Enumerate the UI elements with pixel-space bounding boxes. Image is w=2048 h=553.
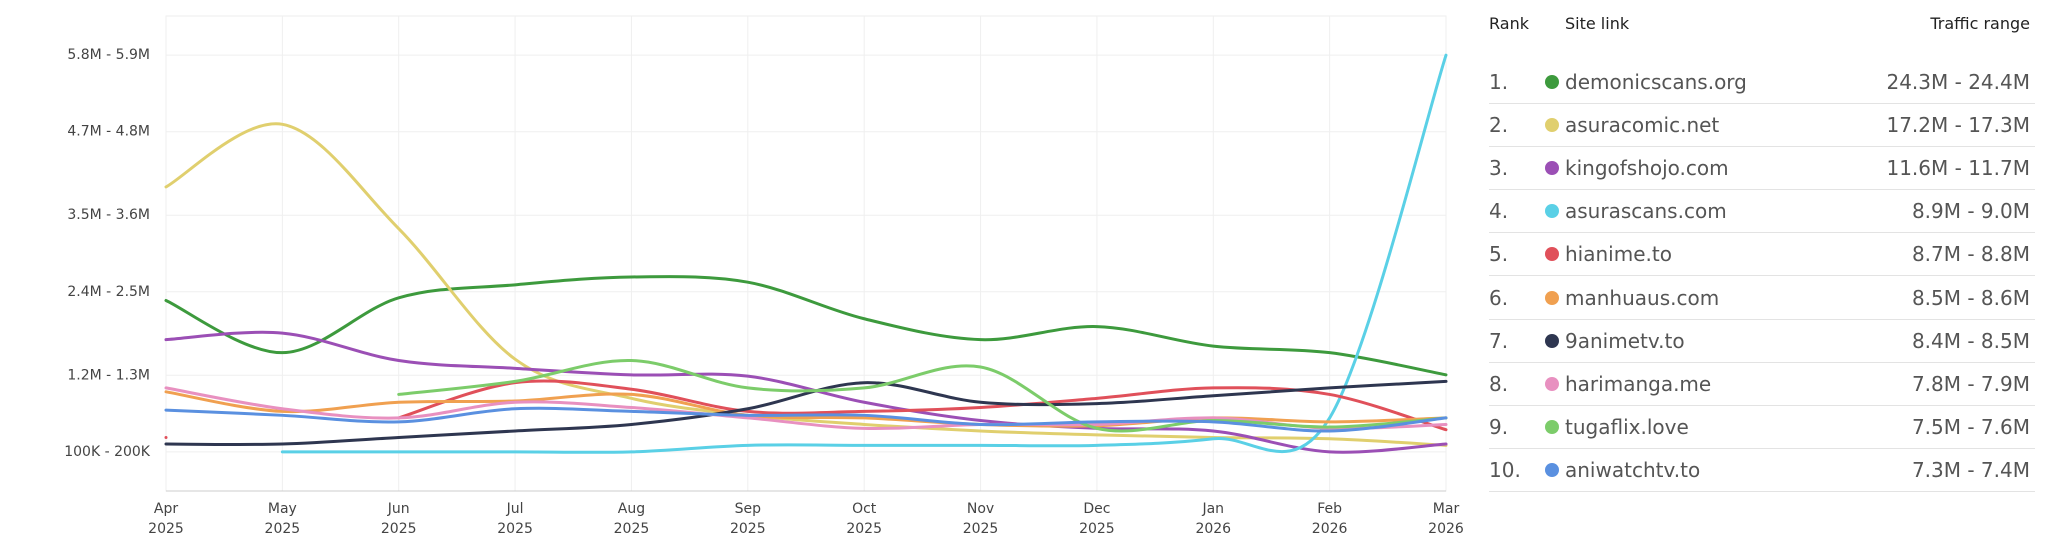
legend-swatch bbox=[1545, 161, 1559, 176]
legend-swatch bbox=[1545, 462, 1559, 477]
x-tick-label: Sep 2025 bbox=[729, 501, 766, 537]
table-row: 3. kingofshojo.com 11.6M - 11.7M bbox=[1489, 146, 2035, 191]
traffic-range: 7.5M - 7.6M bbox=[1911, 414, 2030, 439]
table-row: 1. demonicscans.org 24.3M - 24.4M bbox=[1489, 60, 2035, 104]
table-row: 4. asurascans.com 8.9M - 9.0M bbox=[1489, 189, 2035, 234]
x-tick-label: Jun 2025 bbox=[380, 501, 417, 537]
rank: 5. bbox=[1489, 242, 1509, 267]
header-site: Site link bbox=[1565, 14, 1630, 33]
x-tick-label: May 2025 bbox=[264, 501, 301, 537]
series-line bbox=[164, 386, 1448, 431]
legend-swatch bbox=[1545, 247, 1559, 262]
series-line bbox=[164, 379, 1448, 439]
rank: 10. bbox=[1489, 457, 1521, 482]
x-tick-label: Feb 2026 bbox=[1311, 501, 1348, 537]
traffic-range: 8.4M - 8.5M bbox=[1911, 328, 2030, 353]
table-row: 6. manhuaus.com 8.5M - 8.6M bbox=[1489, 276, 2035, 320]
rank: 7. bbox=[1489, 328, 1509, 353]
traffic-range: 24.3M - 24.4M bbox=[1886, 70, 2030, 94]
site-name: tugaflix.love bbox=[1565, 414, 1689, 439]
series-line bbox=[397, 359, 1448, 433]
rank: 2. bbox=[1489, 113, 1509, 138]
site-name: asuracomic.net bbox=[1565, 113, 1720, 138]
legend-swatch bbox=[1545, 333, 1559, 348]
header-traffic: Traffic range bbox=[1930, 14, 2030, 33]
traffic-range: 8.9M - 9.0M bbox=[1911, 199, 2030, 224]
table-row: 2. asuracomic.net 17.2M - 17.3M bbox=[1489, 103, 2035, 148]
legend-swatch bbox=[1545, 75, 1559, 89]
traffic-range: 8.7M - 8.8M bbox=[1911, 242, 2030, 267]
table-row: 8. harimanga.me 7.8M - 7.9M bbox=[1489, 362, 2035, 406]
series-line bbox=[164, 275, 1448, 377]
site-name: asurascans.com bbox=[1565, 199, 1727, 224]
y-tick-label: 5.8M - 5.9M bbox=[67, 47, 150, 63]
table-row: 10. aniwatchtv.to 7.3M - 7.4M bbox=[1489, 448, 2035, 492]
site-name: 9animetv.to bbox=[1565, 328, 1685, 353]
rank: 1. bbox=[1489, 70, 1509, 94]
site-name: harimanga.me bbox=[1565, 371, 1712, 396]
table-row: 5. hianime.to 8.7M - 8.8M bbox=[1489, 232, 2035, 277]
x-tick-label: Dec 2025 bbox=[1079, 501, 1115, 537]
rank: 9. bbox=[1489, 414, 1509, 439]
x-tick-label: Jan 2026 bbox=[1195, 501, 1232, 537]
legend-swatch bbox=[1545, 118, 1559, 133]
rank: 8. bbox=[1489, 371, 1509, 396]
site-name: hianime.to bbox=[1565, 242, 1672, 267]
site-name: aniwatchtv.to bbox=[1565, 457, 1701, 482]
series-line bbox=[164, 122, 1448, 447]
x-tick-label: Mar 2026 bbox=[1428, 501, 1464, 537]
y-tick-label: 1.2M - 1.3M bbox=[67, 367, 150, 383]
series-line bbox=[164, 330, 1448, 454]
traffic-range: 7.3M - 7.4M bbox=[1911, 457, 2030, 482]
chart: 100K - 200K 1.2M - 1.3M 2.4M - 2.5M 3.5M - … bbox=[64, 15, 1448, 492]
table-row: 9. tugaflix.love 7.5M - 7.6M bbox=[1489, 405, 2035, 449]
traffic-range: 17.2M - 17.3M bbox=[1886, 113, 2030, 138]
traffic-range: 11.6M - 11.7M bbox=[1886, 156, 2030, 181]
traffic-range: 8.5M - 8.6M bbox=[1911, 285, 2030, 310]
legend-swatch bbox=[1545, 290, 1559, 305]
legend-swatch bbox=[1545, 376, 1559, 391]
series-line bbox=[164, 406, 1448, 433]
legend-swatch bbox=[1545, 204, 1559, 219]
x-tick-label: Jul 2025 bbox=[497, 501, 533, 537]
legend-swatch bbox=[1545, 419, 1559, 434]
site-name: demonicscans.org bbox=[1565, 70, 1747, 94]
y-tick-label: 2.4M - 2.5M bbox=[67, 284, 150, 300]
header-rank: Rank bbox=[1489, 14, 1529, 33]
y-tick-label: 100K - 200K bbox=[64, 444, 151, 460]
site-name: manhuaus.com bbox=[1565, 285, 1720, 310]
series-line bbox=[164, 379, 1448, 447]
rank: 3. bbox=[1489, 156, 1509, 181]
x-tick-label: Apr 2025 bbox=[148, 501, 184, 537]
x-tick-label: Aug 2025 bbox=[613, 501, 650, 537]
table-row: 7. 9animetv.to 8.4M - 8.5M bbox=[1489, 319, 2035, 363]
x-tick-label: Oct 2025 bbox=[846, 501, 882, 537]
x-tick-label: Nov 2025 bbox=[962, 501, 999, 537]
y-tick-label: 3.5M - 3.6M bbox=[67, 207, 150, 223]
rank: 4. bbox=[1489, 199, 1509, 224]
y-tick-label: 4.7M - 4.8M bbox=[67, 124, 150, 140]
site-name: kingofshojo.com bbox=[1565, 156, 1729, 181]
rank: 6. bbox=[1489, 285, 1509, 310]
traffic-range: 7.8M - 7.9M bbox=[1911, 371, 2030, 396]
